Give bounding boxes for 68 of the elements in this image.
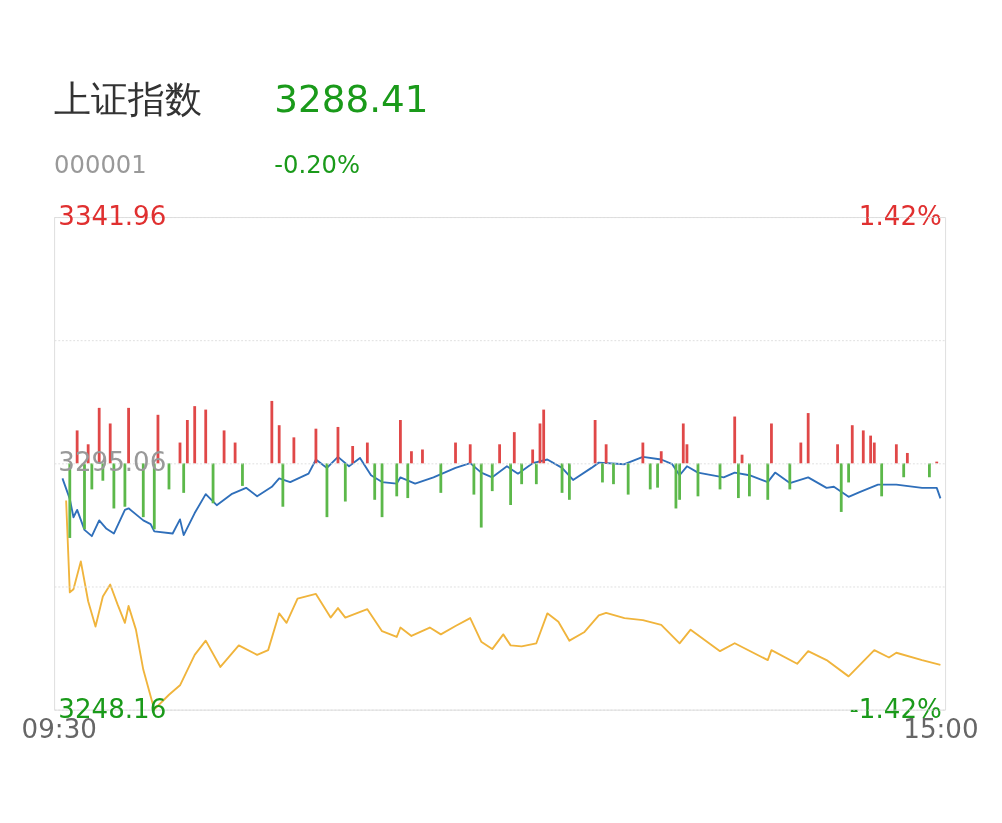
bar <box>601 463 604 483</box>
bar <box>869 435 873 464</box>
bar <box>612 463 615 485</box>
bar <box>836 444 839 464</box>
text: -0.20% <box>274 150 361 180</box>
bar <box>928 463 931 478</box>
bar <box>894 444 898 464</box>
chart-subtitle: 000001 <box>54 150 147 180</box>
bar <box>770 423 773 464</box>
bar <box>512 432 516 464</box>
bar <box>736 463 740 499</box>
bar <box>233 442 237 464</box>
bar <box>902 463 906 478</box>
bar <box>193 406 197 464</box>
bar <box>568 463 571 500</box>
bar <box>241 463 244 486</box>
bar <box>343 463 347 502</box>
bar <box>626 463 630 495</box>
bar <box>204 409 208 464</box>
bar <box>542 409 546 464</box>
bar <box>656 463 659 488</box>
bar <box>472 463 476 495</box>
bar <box>604 444 608 464</box>
bar <box>454 442 457 464</box>
y-tick-label: 3341.96 <box>58 201 167 231</box>
bar <box>850 425 854 464</box>
bar <box>733 416 737 464</box>
bar <box>270 400 274 464</box>
bar <box>395 463 399 497</box>
bar <box>593 420 597 464</box>
bar <box>534 463 538 485</box>
bar <box>406 463 410 499</box>
bar <box>479 463 483 528</box>
bar <box>806 413 810 464</box>
bar <box>905 452 909 464</box>
bar <box>799 442 803 464</box>
bar <box>468 444 472 464</box>
bar <box>277 425 281 464</box>
bar <box>659 451 663 464</box>
bar <box>185 420 189 464</box>
bar <box>351 446 355 464</box>
bar <box>839 463 843 512</box>
bar <box>182 463 186 493</box>
bar <box>861 430 865 464</box>
bar <box>490 463 494 492</box>
chart-title: 上证指数 <box>54 76 203 121</box>
bar <box>520 463 524 485</box>
bar <box>439 463 443 493</box>
bar <box>641 442 645 464</box>
bar <box>788 463 792 490</box>
bar <box>648 463 652 490</box>
bar <box>681 423 685 464</box>
bar <box>365 442 369 464</box>
bar <box>880 463 884 497</box>
bar <box>509 463 513 505</box>
bar <box>421 449 424 464</box>
bar <box>498 444 501 464</box>
bar <box>292 437 296 464</box>
bar <box>281 463 285 507</box>
bar <box>531 449 535 464</box>
y2-tick-label: 1.42% <box>858 201 942 231</box>
bar <box>748 463 751 497</box>
bar <box>410 451 413 464</box>
text: 3288.41 <box>274 76 429 121</box>
bar <box>847 463 850 483</box>
bar <box>399 420 402 464</box>
bar <box>373 463 377 500</box>
bar <box>766 463 770 500</box>
